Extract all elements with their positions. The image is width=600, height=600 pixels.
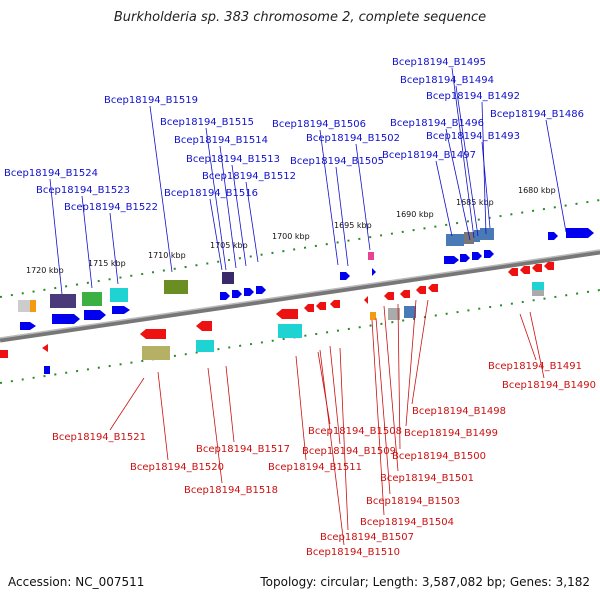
forward-leader-line (335, 166, 349, 267)
reverse-leader-line (383, 305, 399, 472)
forward-gene-label[interactable]: Bcep18194_B1496 (390, 118, 484, 129)
reverse-leader-line (295, 355, 307, 461)
forward-leader-line (231, 164, 247, 267)
scale-label: 1715 kbp (88, 259, 126, 268)
reverse-gene-label[interactable]: Bcep18194_B1503 (366, 496, 460, 507)
forward-gene-label[interactable]: Bcep18194_B1492 (426, 91, 520, 102)
reverse-gene-label[interactable]: Bcep18194_B1510 (306, 547, 400, 558)
forward-leader-line (49, 178, 63, 295)
scale-label: 1710 kbp (148, 251, 186, 260)
reverse-leader-line (405, 299, 417, 427)
reverse-gene-label[interactable]: Bcep18194_B1521 (52, 432, 146, 443)
reverse-leader-line (411, 299, 429, 405)
reverse-leader-line (109, 377, 145, 431)
forward-gene-label[interactable]: Bcep18194_B1495 (392, 57, 486, 68)
forward-leader-line (445, 128, 471, 241)
reverse-genes (0, 262, 554, 358)
reverse-gene-label[interactable]: Bcep18194_B1504 (360, 517, 454, 528)
forward-gene-label[interactable]: Bcep18194_B1512 (202, 171, 296, 182)
scale-label: 1690 kbp (396, 210, 434, 219)
reverse-gene-label[interactable]: Bcep18194_B1491 (488, 361, 582, 372)
reverse-gene-label[interactable]: Bcep18194_B1518 (184, 485, 278, 496)
reverse-leader-line (529, 311, 545, 379)
forward-leader-line (205, 127, 227, 271)
reverse-gene-label[interactable]: Bcep18194_B1498 (412, 406, 506, 417)
reverse-leader-line (225, 365, 235, 443)
reverse-gene-label[interactable]: Bcep18194_B1511 (268, 462, 362, 473)
forward-genes (20, 228, 594, 374)
reverse-leader-line (375, 317, 391, 495)
forward-leader-line (219, 145, 237, 269)
forward-gene-label[interactable]: Bcep18194_B1516 (164, 188, 258, 199)
forward-gene-label[interactable]: Bcep18194_B1514 (174, 135, 268, 146)
forward-gene-label[interactable]: Bcep18194_B1515 (160, 117, 254, 128)
forward-gene-label[interactable]: Bcep18194_B1497 (382, 150, 476, 161)
topology-summary: Topology: circular; Length: 3,587,082 bp… (260, 575, 590, 589)
forward-leader-line (81, 195, 93, 289)
feature-boxes (18, 228, 544, 360)
forward-leader-line (481, 101, 487, 235)
forward-gene-label[interactable]: Bcep18194_B1494 (400, 75, 494, 86)
reverse-leader-line (317, 351, 331, 425)
forward-gene-label[interactable]: Bcep18194_B1524 (4, 168, 98, 179)
reverse-leader-line (157, 371, 169, 461)
forward-gene-label[interactable]: Bcep18194_B1513 (186, 154, 280, 165)
reverse-gene-label[interactable]: Bcep18194_B1520 (130, 462, 224, 473)
scale-label: 1720 kbp (26, 266, 64, 275)
reverse-leader-line (371, 319, 385, 516)
forward-leader-line (455, 85, 479, 237)
scale-label: 1685 kbp (456, 198, 494, 207)
reverse-gene-label[interactable]: Bcep18194_B1508 (308, 426, 402, 437)
accession-text: Accession: NC_007511 (8, 575, 145, 589)
reverse-gene-label[interactable]: Bcep18194_B1509 (302, 446, 396, 457)
forward-leader-line (209, 198, 223, 271)
scale-label: 1695 kbp (334, 221, 372, 230)
reverse-leader-line (319, 349, 345, 546)
reverse-leader-line (519, 313, 537, 361)
forward-gene-label[interactable]: Bcep18194_B1486 (490, 109, 584, 120)
forward-leader-line (149, 105, 173, 273)
forward-gene-label[interactable]: Bcep18194_B1523 (36, 185, 130, 196)
forward-gene-label[interactable]: Bcep18194_B1505 (290, 156, 384, 167)
reverse-gene-label[interactable]: Bcep18194_B1499 (404, 428, 498, 439)
reverse-leader-line (207, 367, 223, 484)
forward-leader-line (545, 119, 567, 233)
forward-gene-label[interactable]: Bcep18194_B1519 (104, 95, 198, 106)
scale-track-upper (0, 199, 600, 298)
forward-leader-line (481, 141, 491, 229)
forward-gene-label[interactable]: Bcep18194_B1502 (306, 133, 400, 144)
reverse-leader-line (397, 303, 401, 450)
reverse-gene-label[interactable]: Bcep18194_B1501 (380, 473, 474, 484)
reverse-gene-label[interactable]: Bcep18194_B1517 (196, 444, 290, 455)
forward-leader-line (451, 67, 475, 239)
forward-leader-line (319, 129, 339, 266)
forward-gene-label[interactable]: Bcep18194_B1493 (426, 131, 520, 142)
reverse-gene-label[interactable]: Bcep18194_B1490 (502, 380, 596, 391)
scale-label: 1705 kbp (210, 241, 248, 250)
forward-gene-label[interactable]: Bcep18194_B1506 (272, 119, 366, 130)
reverse-gene-label[interactable]: Bcep18194_B1500 (392, 451, 486, 462)
reverse-leader-line (329, 345, 341, 445)
reverse-leader-line (339, 347, 349, 531)
scale-label: 1700 kbp (272, 232, 310, 241)
map-title: Burkholderia sp. 383 chromosome 2, compl… (113, 10, 487, 25)
forward-gene-label[interactable]: Bcep18194_B1522 (64, 202, 158, 213)
forward-leader-line (245, 181, 259, 263)
reverse-gene-label[interactable]: Bcep18194_B1507 (320, 532, 414, 543)
backbone (0, 249, 600, 343)
scale-label: 1680 kbp (518, 186, 556, 195)
forward-leader-line (355, 143, 371, 251)
forward-leader-line (435, 160, 453, 237)
forward-leader-line (109, 212, 119, 285)
